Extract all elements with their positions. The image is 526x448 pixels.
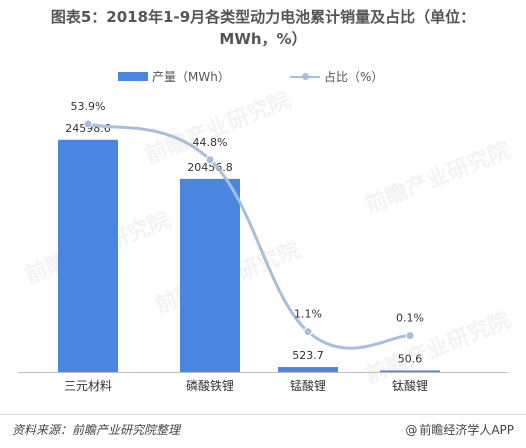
brand-label: @ 前瞻经济学人APP [405,421,514,438]
legend-item-line: 占比（%） [290,66,383,86]
legend-bar-label: 产量（MWh） [152,69,230,84]
share-point-lfp [205,155,215,165]
chart-title-line-1: 图表5：2018年1-9月各类型动力电池累计销量及占比（单位： [50,8,476,26]
at-icon: @ [405,422,418,437]
bar-label-lto: 50.6 [398,353,423,366]
chart-plot: 24598.620456.8523.750.6三元材料磷酸铁锂锰酸锂钛酸锂53.… [18,100,508,393]
legend-line-swatch [290,72,320,81]
share-label-lto: 0.1% [396,312,424,325]
share-label-lmo: 1.1% [294,308,322,321]
x-tick-label-lfp: 磷酸铁锂 [186,378,234,393]
bar-lto [380,370,440,372]
share-label-ternary: 53.9% [71,100,106,113]
chart-title-line-2: MWh，%） [219,30,307,48]
legend-item-bar: 产量（MWh） [118,66,230,86]
chart-title: 图表5：2018年1-9月各类型动力电池累计销量及占比（单位： MWh，%） [10,6,516,50]
bar-ternary [58,139,118,372]
bar-label-lmo: 523.7 [292,349,324,362]
chart-legend: 产量（MWh） 占比（%） [0,66,526,86]
x-tick-label-lmo: 锰酸锂 [290,378,326,393]
share-line [87,122,411,350]
source-note: 资料来源：前瞻产业研究院整理 [12,423,181,437]
share-point-lmo [303,327,313,337]
legend-bar-swatch [118,71,148,81]
share-point-ternary [83,119,93,129]
share-point-lto [405,331,415,341]
brand-text: 前瞻经济学人APP [419,423,514,437]
bar-lmo [278,367,338,372]
share-label-lfp: 44.8% [193,136,228,149]
legend-line-label: 占比（%） [324,69,384,84]
x-tick-label-lto: 钛酸锂 [392,378,428,393]
x-tick-label-ternary: 三元材料 [64,379,112,393]
footer: 资料来源：前瞻产业研究院整理 @ 前瞻经济学人APP [0,414,526,448]
bar-lfp [180,178,240,372]
